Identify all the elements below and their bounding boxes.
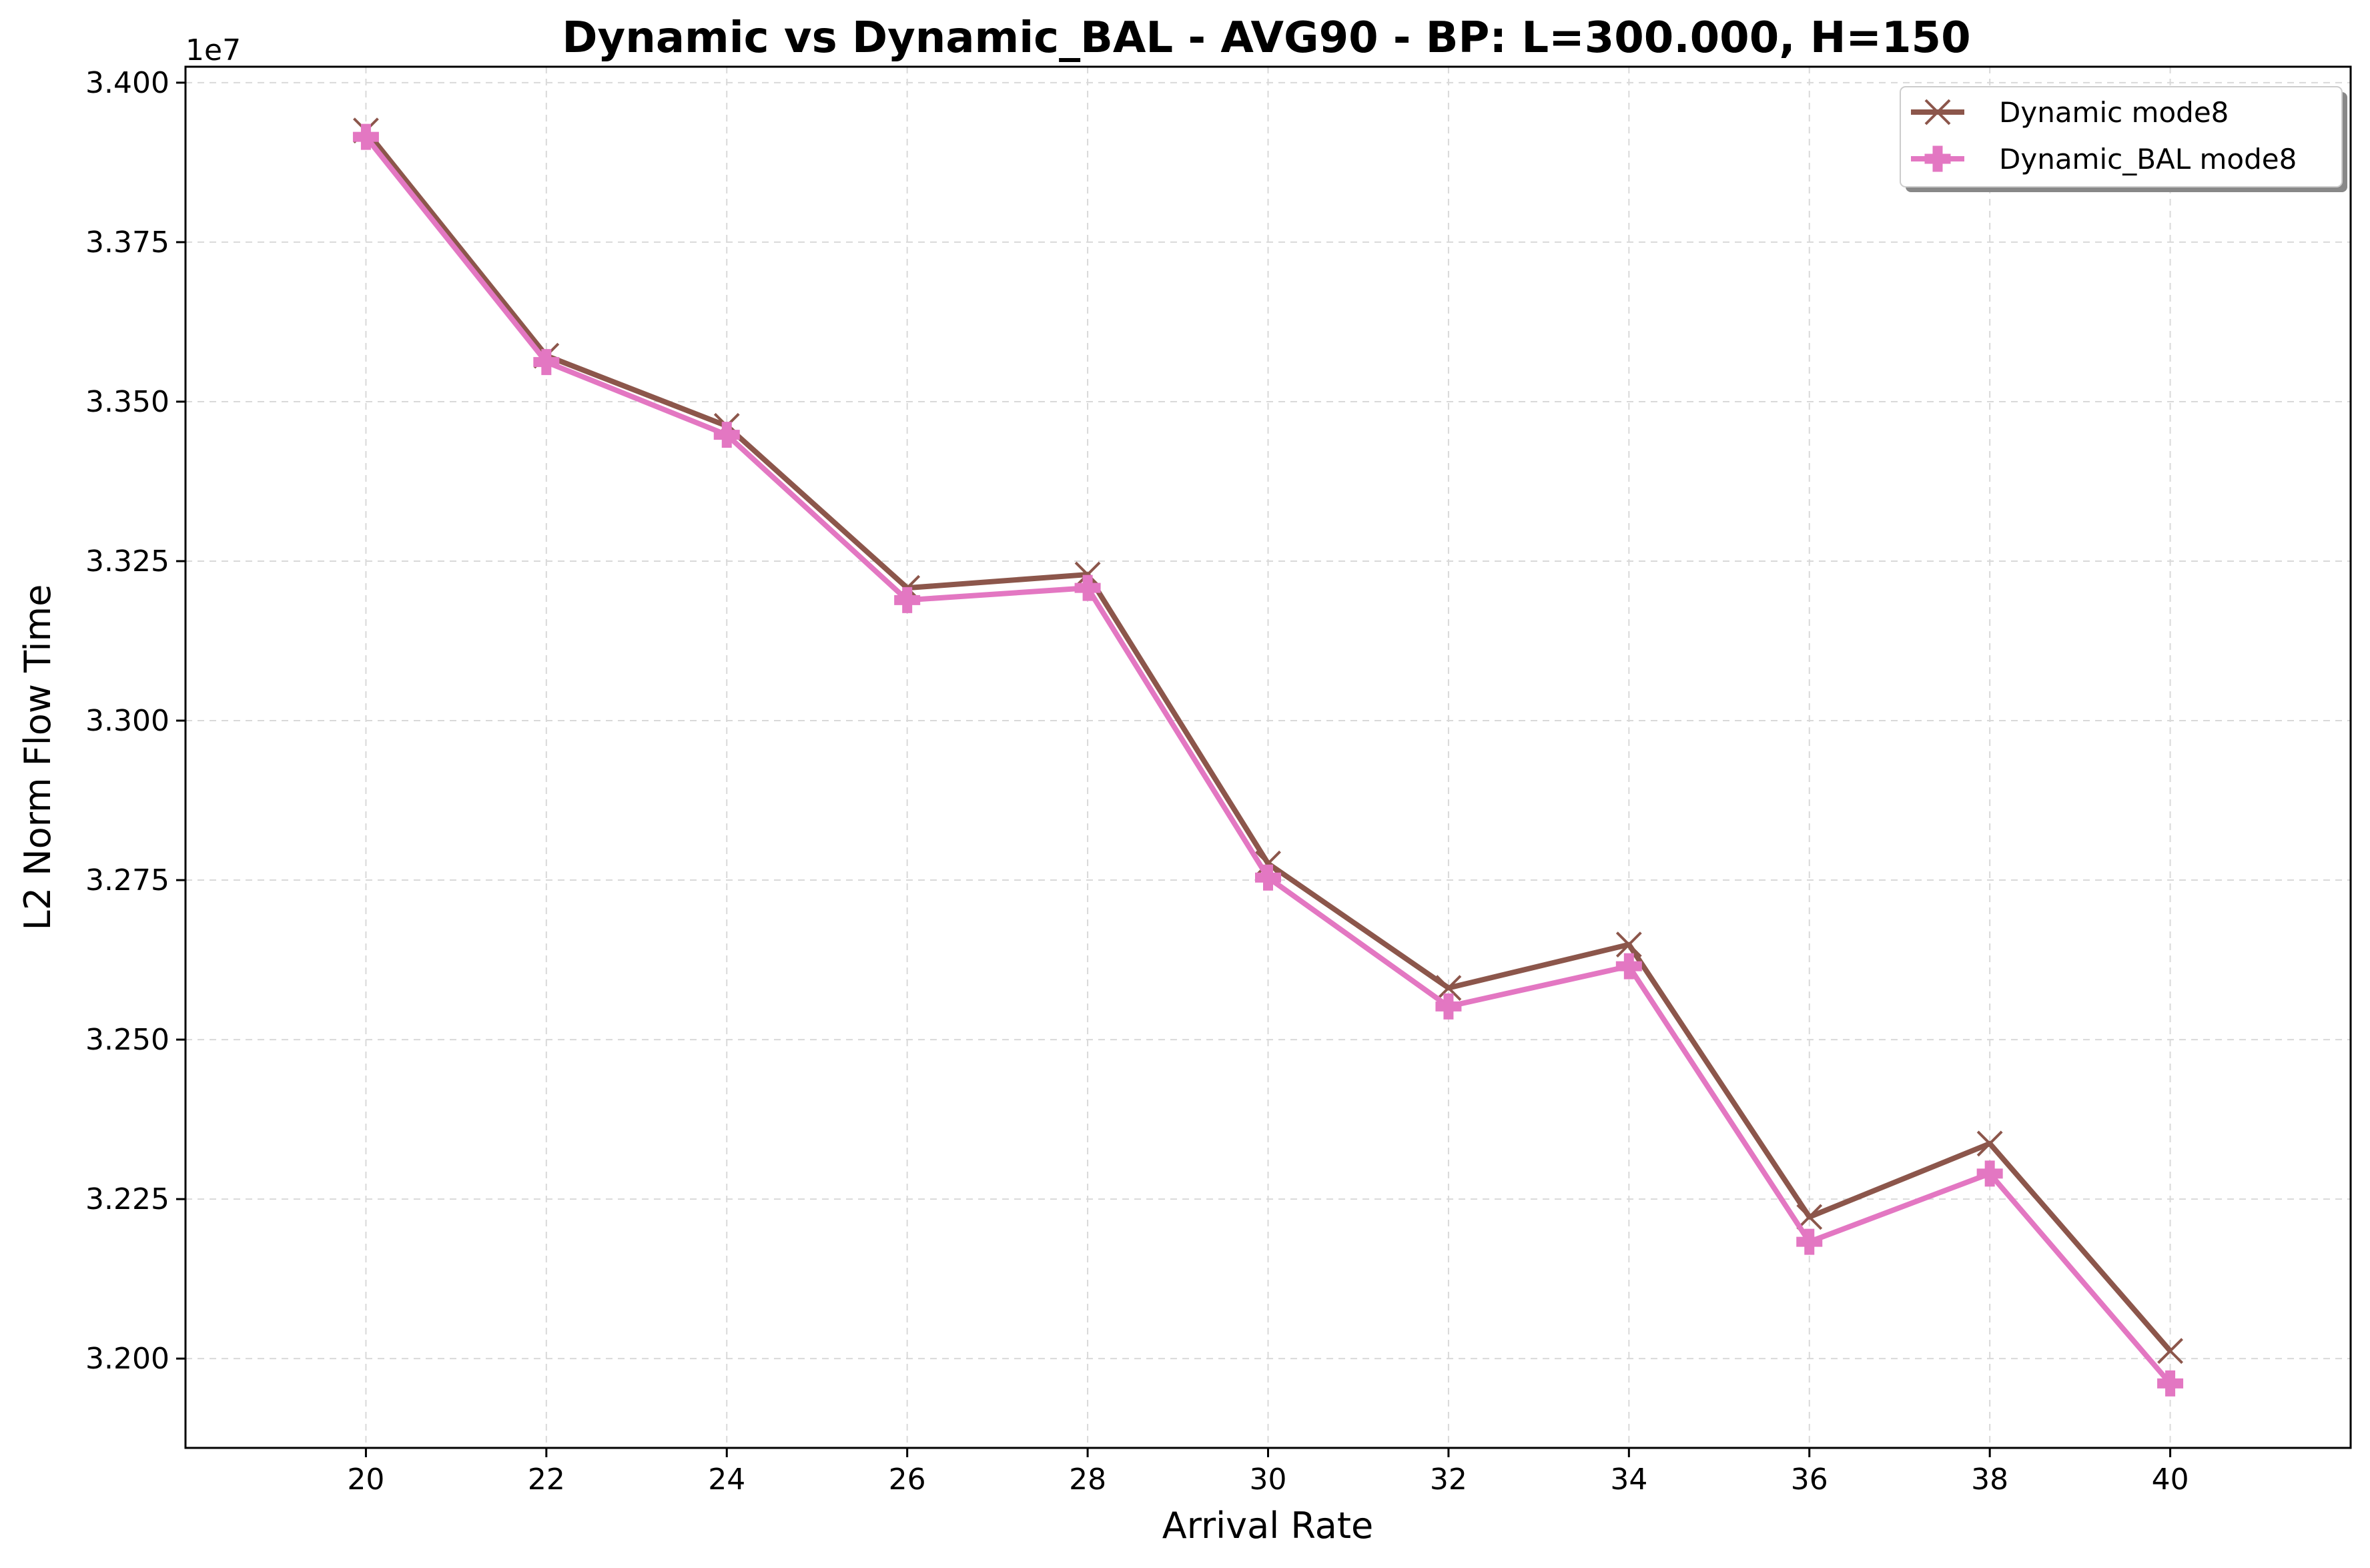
legend-box <box>1900 86 2343 187</box>
y-tick-label: 3.300 <box>85 704 169 738</box>
x-tick-label: 20 <box>347 1463 384 1497</box>
y-tick-label: 3.400 <box>85 66 169 100</box>
legend-label: Dynamic mode8 <box>1999 96 2229 129</box>
legend: Dynamic mode8 Dynamic_BAL mode8 <box>1900 86 2347 192</box>
y-tick-label: 3.200 <box>85 1342 169 1376</box>
chart-title: Dynamic vs Dynamic_BAL - AVG90 - BP: L=3… <box>562 13 1970 63</box>
x-axis-label: Arrival Rate <box>1162 1505 1373 1547</box>
data-point <box>1255 850 1281 877</box>
y-tick-label: 3.225 <box>85 1182 169 1216</box>
legend-label: Dynamic_BAL mode8 <box>1999 143 2297 175</box>
data-point <box>1074 561 1101 588</box>
y-tick-label: 3.250 <box>85 1023 169 1057</box>
data-point <box>2157 1338 2183 1364</box>
x-tick-label: 28 <box>1069 1463 1106 1497</box>
data-point <box>1435 993 1462 1020</box>
data-point <box>1976 1160 2003 1187</box>
data-point <box>352 123 379 150</box>
legend-marker <box>1924 99 1951 125</box>
legend-marker <box>1924 145 1951 172</box>
data-point <box>1435 975 1462 1002</box>
data-point <box>894 586 921 613</box>
x-tick-label: 36 <box>1791 1463 1828 1497</box>
x-tick-label: 30 <box>1250 1463 1287 1497</box>
data-point <box>1976 1130 2003 1157</box>
data-point <box>533 349 560 376</box>
y-tick-label: 3.350 <box>85 385 169 419</box>
x-tick-label: 24 <box>708 1463 745 1497</box>
series-1 <box>352 123 2184 1397</box>
x-tick-label: 22 <box>528 1463 565 1497</box>
data-point <box>1255 864 1281 891</box>
y-tick-label: 3.325 <box>85 544 169 578</box>
axis-ticks: 20 22 24 26 28 30 32 34 36 38 40 3.200 3.225 3.250 3.2… <box>85 66 2189 1497</box>
y-tick-label: 3.275 <box>85 863 169 897</box>
grid <box>185 67 2351 1448</box>
y-offset-label: 1e7 <box>185 33 241 67</box>
data-point <box>1074 574 1101 601</box>
x-tick-label: 38 <box>1971 1463 2008 1497</box>
data-point <box>1615 931 1642 958</box>
data-point <box>1615 953 1642 979</box>
x-tick-label: 34 <box>1610 1463 1647 1497</box>
data-point <box>1796 1228 1823 1255</box>
plot-series <box>352 117 2184 1397</box>
x-tick-label: 26 <box>889 1463 926 1497</box>
data-point <box>713 422 740 448</box>
data-point <box>2157 1370 2184 1397</box>
y-tick-label: 3.375 <box>85 226 169 260</box>
x-tick-label: 32 <box>1430 1463 1467 1497</box>
x-tick-label: 40 <box>2152 1463 2189 1497</box>
y-axis-label: L2 Norm Flow Time <box>17 584 59 931</box>
